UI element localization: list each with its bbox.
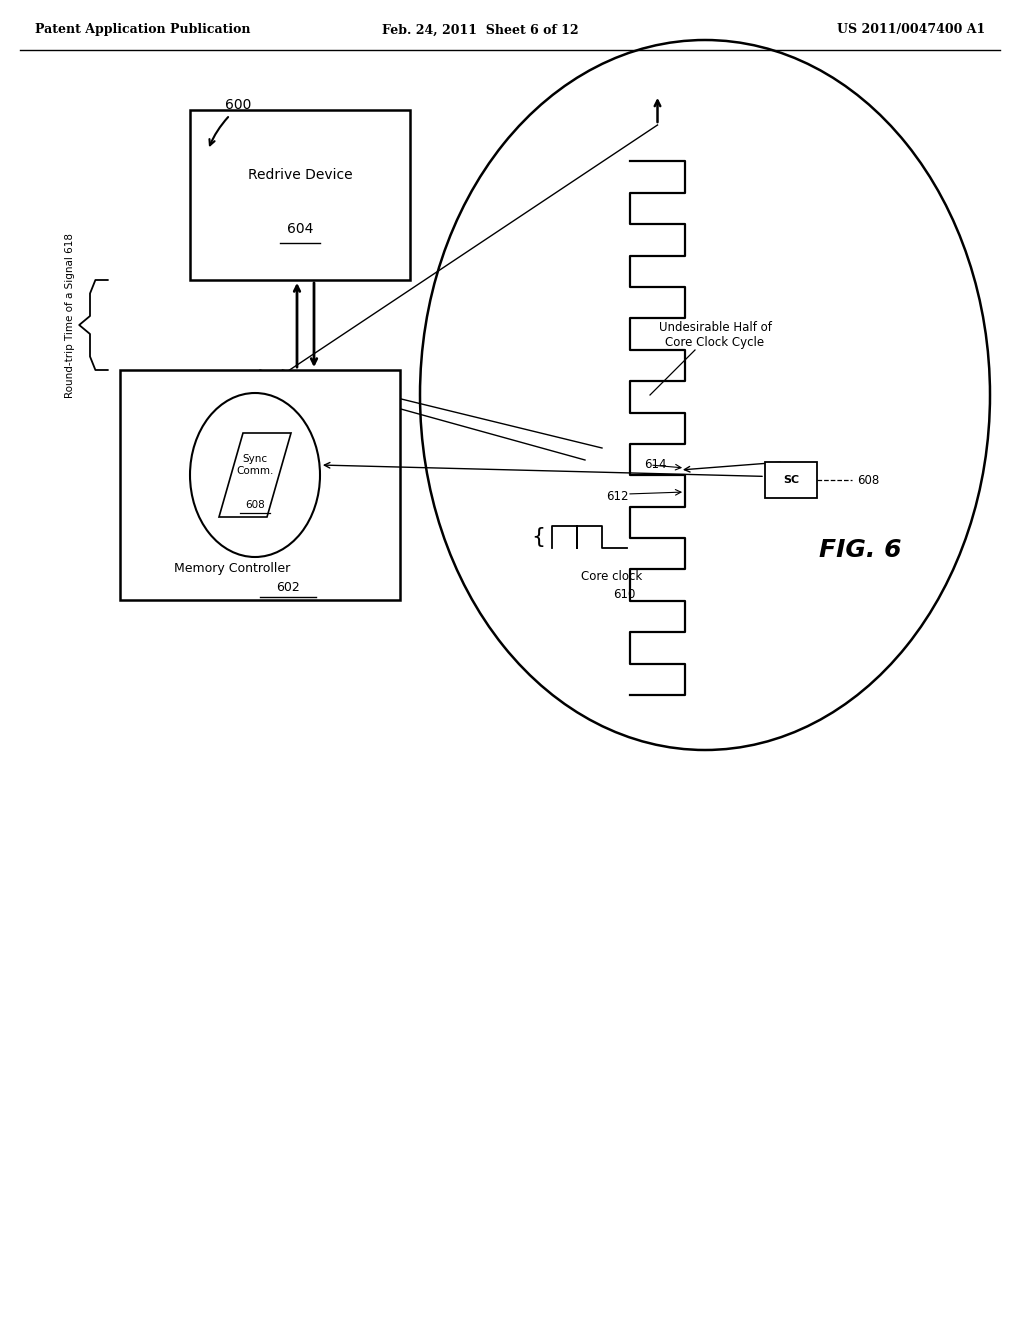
Text: Core clock: Core clock — [582, 569, 643, 582]
Text: Patent Application Publication: Patent Application Publication — [35, 24, 251, 37]
Text: Round-trip Time of a Signal 618: Round-trip Time of a Signal 618 — [65, 232, 75, 397]
Text: 602: 602 — [276, 581, 300, 594]
Bar — [190, 110, 410, 280]
Text: Undesirable Half of
Core Clock Cycle: Undesirable Half of Core Clock Cycle — [658, 321, 771, 348]
Text: US 2011/0047400 A1: US 2011/0047400 A1 — [837, 24, 985, 37]
Text: Memory Controller: Memory Controller — [174, 562, 290, 576]
Text: Sync
Comm.: Sync Comm. — [237, 454, 273, 477]
Text: 604: 604 — [287, 222, 313, 236]
Text: 612: 612 — [606, 490, 629, 503]
Ellipse shape — [190, 393, 319, 557]
Text: 608: 608 — [857, 474, 880, 487]
Text: SC: SC — [783, 475, 799, 484]
Bar — [120, 370, 400, 601]
Text: FIG. 6: FIG. 6 — [819, 539, 901, 562]
Text: 600: 600 — [225, 98, 251, 112]
Bar — [765, 462, 817, 498]
Text: 614: 614 — [644, 458, 667, 470]
Text: Redrive Device: Redrive Device — [248, 168, 352, 182]
Text: 610: 610 — [612, 587, 635, 601]
Text: 608: 608 — [245, 500, 265, 510]
Polygon shape — [219, 433, 291, 517]
Ellipse shape — [420, 40, 990, 750]
Text: {: { — [530, 527, 545, 546]
Text: Feb. 24, 2011  Sheet 6 of 12: Feb. 24, 2011 Sheet 6 of 12 — [382, 24, 579, 37]
